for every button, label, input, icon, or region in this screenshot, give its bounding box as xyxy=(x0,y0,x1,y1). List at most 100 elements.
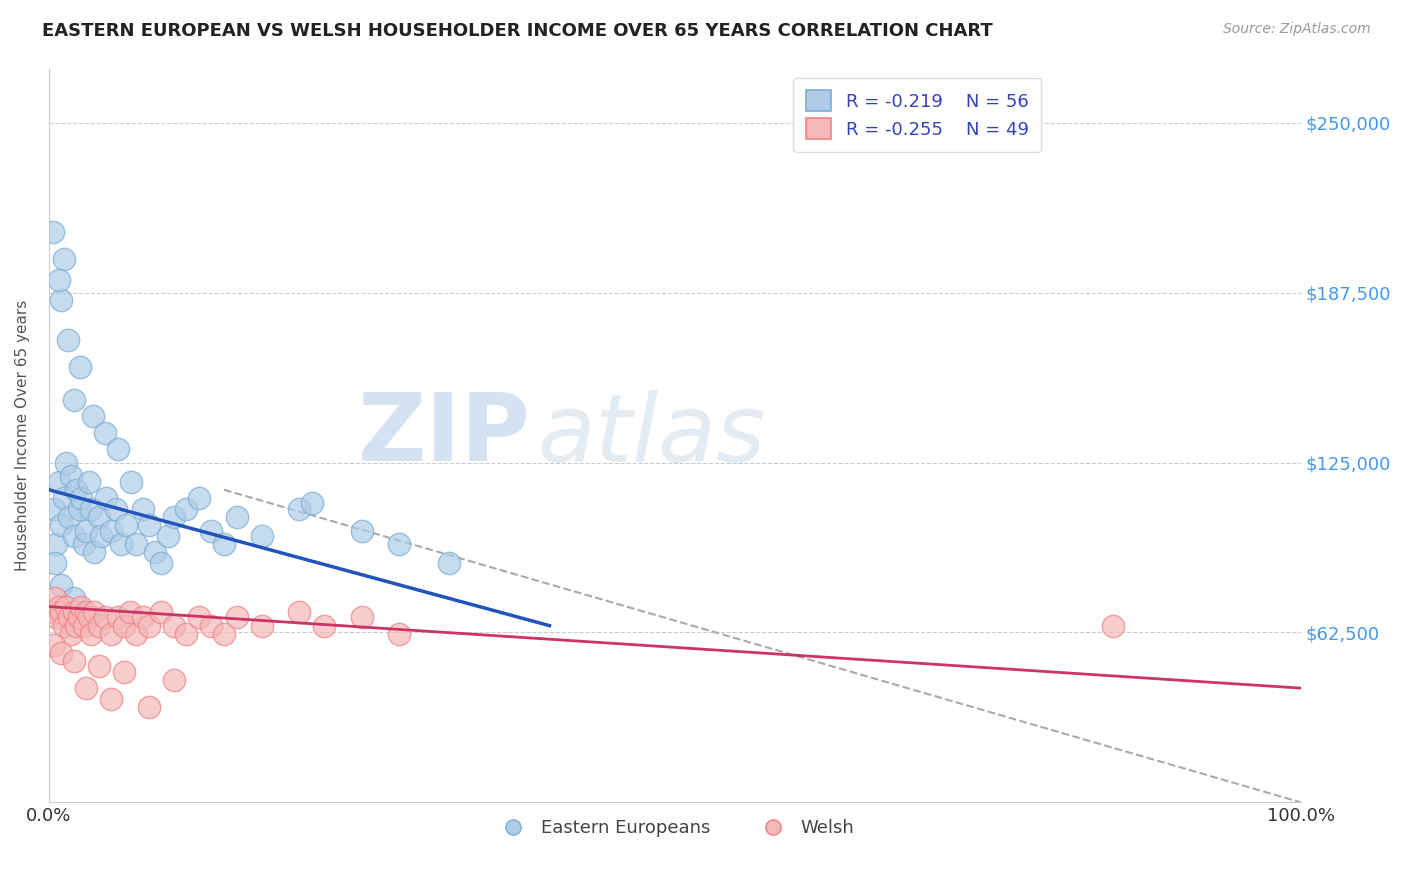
Point xyxy=(75,681,97,695)
Point xyxy=(112,618,135,632)
Point xyxy=(163,618,186,632)
Point xyxy=(62,591,84,606)
Point xyxy=(52,491,75,505)
Point xyxy=(439,556,461,570)
Point xyxy=(120,605,142,619)
Point xyxy=(163,673,186,687)
Point xyxy=(45,610,67,624)
Point xyxy=(200,524,222,538)
Point xyxy=(80,501,103,516)
Point xyxy=(41,225,63,239)
Point xyxy=(51,293,73,307)
Point xyxy=(60,469,83,483)
Point xyxy=(288,501,311,516)
Point xyxy=(94,610,117,624)
Point xyxy=(73,537,96,551)
Point xyxy=(75,524,97,538)
Point xyxy=(156,529,179,543)
Point xyxy=(60,627,83,641)
Text: atlas: atlas xyxy=(537,390,765,481)
Point xyxy=(55,456,77,470)
Point xyxy=(83,545,105,559)
Point xyxy=(388,627,411,641)
Point xyxy=(65,618,87,632)
Point xyxy=(200,618,222,632)
Point xyxy=(314,618,336,632)
Point xyxy=(44,556,66,570)
Point xyxy=(107,610,129,624)
Point xyxy=(90,529,112,543)
Point xyxy=(58,510,80,524)
Point xyxy=(1102,618,1125,632)
Point xyxy=(350,524,373,538)
Point xyxy=(51,605,73,619)
Point xyxy=(55,599,77,614)
Point xyxy=(288,605,311,619)
Y-axis label: Householder Income Over 65 years: Householder Income Over 65 years xyxy=(15,300,30,571)
Point xyxy=(67,610,90,624)
Point xyxy=(112,665,135,679)
Point xyxy=(188,610,211,624)
Point xyxy=(225,510,247,524)
Point xyxy=(77,610,100,624)
Point xyxy=(62,393,84,408)
Point xyxy=(48,599,70,614)
Point xyxy=(80,627,103,641)
Point xyxy=(250,529,273,543)
Point xyxy=(110,537,132,551)
Point xyxy=(62,529,84,543)
Point xyxy=(58,610,80,624)
Point xyxy=(70,491,93,505)
Legend: Eastern Europeans, Welsh: Eastern Europeans, Welsh xyxy=(488,812,862,845)
Point xyxy=(51,646,73,660)
Point xyxy=(107,442,129,456)
Point xyxy=(62,654,84,668)
Point xyxy=(143,545,166,559)
Point xyxy=(75,605,97,619)
Point xyxy=(48,273,70,287)
Point xyxy=(45,537,67,551)
Point xyxy=(96,491,118,505)
Point xyxy=(125,627,148,641)
Point xyxy=(188,491,211,505)
Point xyxy=(350,610,373,624)
Point xyxy=(176,501,198,516)
Point xyxy=(115,518,138,533)
Point xyxy=(87,618,110,632)
Point xyxy=(120,475,142,489)
Point xyxy=(105,501,128,516)
Point xyxy=(100,627,122,641)
Text: EASTERN EUROPEAN VS WELSH HOUSEHOLDER INCOME OVER 65 YEARS CORRELATION CHART: EASTERN EUROPEAN VS WELSH HOUSEHOLDER IN… xyxy=(42,22,993,40)
Point xyxy=(94,425,117,440)
Point xyxy=(44,591,66,606)
Point xyxy=(41,605,63,619)
Point xyxy=(83,605,105,619)
Point xyxy=(100,524,122,538)
Point xyxy=(131,610,153,624)
Point xyxy=(87,510,110,524)
Point xyxy=(150,556,173,570)
Point xyxy=(225,610,247,624)
Point xyxy=(52,252,75,266)
Point xyxy=(176,627,198,641)
Point xyxy=(73,618,96,632)
Point xyxy=(131,501,153,516)
Point xyxy=(70,599,93,614)
Point xyxy=(65,483,87,497)
Point xyxy=(67,501,90,516)
Point xyxy=(69,360,91,375)
Point xyxy=(51,518,73,533)
Point xyxy=(125,537,148,551)
Point xyxy=(388,537,411,551)
Point xyxy=(212,537,235,551)
Point xyxy=(77,475,100,489)
Point xyxy=(138,618,160,632)
Text: ZIP: ZIP xyxy=(359,390,530,482)
Point xyxy=(82,409,104,424)
Point xyxy=(250,618,273,632)
Point xyxy=(301,496,323,510)
Point xyxy=(48,475,70,489)
Point xyxy=(56,333,79,347)
Point xyxy=(87,659,110,673)
Point xyxy=(212,627,235,641)
